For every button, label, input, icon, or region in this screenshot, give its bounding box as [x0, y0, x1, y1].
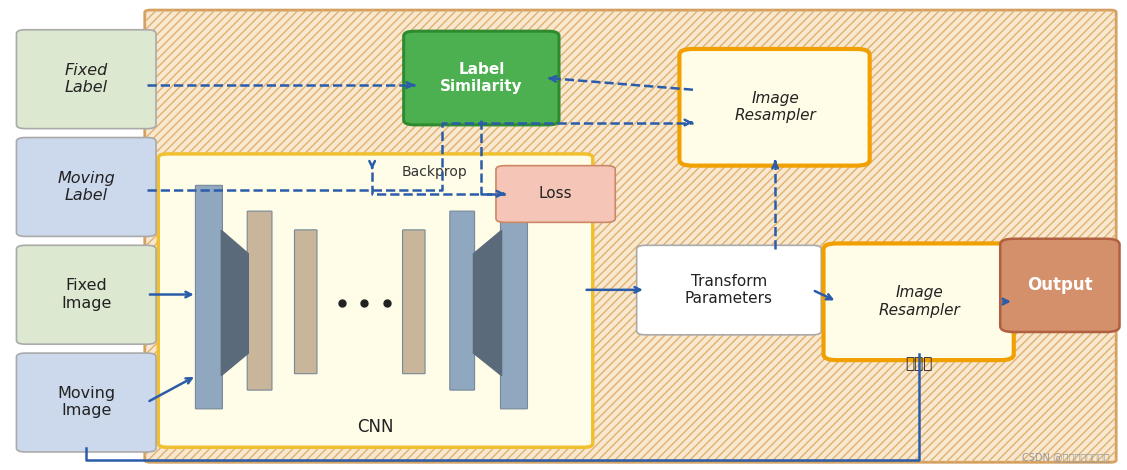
Text: Moving
Image: Moving Image [57, 386, 115, 418]
Text: Fixed
Label: Fixed Label [64, 63, 108, 95]
FancyBboxPatch shape [403, 31, 559, 125]
FancyBboxPatch shape [17, 245, 156, 344]
FancyBboxPatch shape [1001, 239, 1119, 332]
FancyBboxPatch shape [402, 230, 425, 374]
FancyBboxPatch shape [247, 211, 272, 390]
FancyBboxPatch shape [195, 185, 222, 409]
FancyBboxPatch shape [680, 49, 870, 165]
Text: Fixed
Image: Fixed Image [61, 278, 112, 311]
FancyBboxPatch shape [17, 353, 156, 452]
Text: Moving
Label: Moving Label [57, 171, 115, 203]
FancyBboxPatch shape [496, 165, 615, 222]
Text: Loss: Loss [539, 186, 573, 201]
FancyBboxPatch shape [824, 243, 1014, 360]
FancyBboxPatch shape [17, 138, 156, 236]
FancyBboxPatch shape [294, 230, 317, 374]
Text: Label
Similarity: Label Similarity [440, 62, 523, 94]
Text: Image
Resampler: Image Resampler [734, 91, 816, 123]
Polygon shape [473, 230, 502, 376]
FancyBboxPatch shape [450, 211, 474, 390]
Text: CNN: CNN [357, 418, 393, 436]
FancyBboxPatch shape [158, 154, 593, 447]
FancyBboxPatch shape [17, 30, 156, 129]
Text: Backprop: Backprop [401, 165, 467, 179]
FancyBboxPatch shape [500, 185, 527, 409]
Text: 重采样: 重采样 [905, 356, 933, 371]
Text: CSDN @小海涳涳涳涳涳涳: CSDN @小海涳涳涳涳涳涳 [1022, 452, 1109, 462]
FancyBboxPatch shape [144, 10, 1116, 462]
Text: Output: Output [1027, 276, 1093, 294]
Polygon shape [221, 230, 248, 376]
Text: Transform
Parameters: Transform Parameters [685, 274, 773, 306]
FancyBboxPatch shape [637, 245, 822, 335]
Text: Image
Resampler: Image Resampler [878, 285, 960, 318]
